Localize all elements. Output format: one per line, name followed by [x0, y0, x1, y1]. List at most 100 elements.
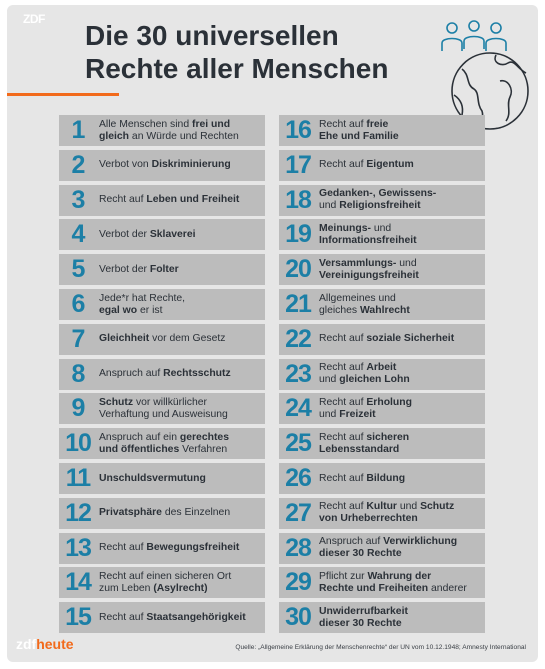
right-item: 20Versammlungs- und Vereinigungsfreiheit	[279, 254, 485, 285]
right-item: 10Anspruch auf ein gerechtes und öffentl…	[59, 428, 265, 459]
right-number: 29	[279, 568, 317, 597]
right-number: 20	[279, 255, 317, 284]
right-text: Recht auf soziale Sicherheit	[317, 333, 454, 345]
right-item: 8Anspruch auf Rechtsschutz	[59, 359, 265, 390]
right-item: 1Alle Menschen sind frei und gleich an W…	[59, 115, 265, 146]
right-text: Verbot von Diskriminierung	[97, 159, 231, 171]
logo-prefix: zdf	[16, 636, 36, 652]
right-text: Recht auf sicheren Lebensstandard	[317, 432, 409, 456]
right-text: Privatsphäre des Einzelnen	[97, 507, 230, 519]
right-text-part: Recht auf	[319, 432, 366, 443]
right-text-bold: Wahlrecht	[360, 305, 410, 316]
right-text-bold: Lebensstandard	[319, 444, 399, 455]
right-text-bold: Diskriminierung	[152, 159, 231, 170]
right-text-bold: gleich	[99, 131, 129, 142]
right-text: Recht auf Erholung und Freizeit	[317, 397, 412, 421]
right-item: 14Recht auf einen sicheren Ort zum Leben…	[59, 567, 265, 598]
right-text-part: Anspruch auf	[99, 368, 163, 379]
right-text: Verbot der Folter	[97, 264, 179, 276]
right-item: 7Gleichheit vor dem Gesetz	[59, 324, 265, 355]
right-item: 3Recht auf Leben und Freiheit	[59, 185, 265, 216]
right-item: 19Meinungs- und Informationsfreiheit	[279, 219, 485, 250]
right-number: 28	[279, 534, 317, 563]
right-number: 23	[279, 360, 317, 389]
right-text: Anspruch auf Rechtsschutz	[97, 368, 231, 380]
right-number: 15	[59, 603, 97, 632]
rights-grid: 1Alle Menschen sind frei und gleich an W…	[59, 115, 485, 634]
right-number: 10	[59, 429, 97, 458]
right-text-bold: Bewegungsfreiheit	[146, 542, 239, 553]
right-number: 24	[279, 394, 317, 423]
right-text-bold: freie	[366, 119, 388, 130]
right-item: 30Unwiderrufbarkeit dieser 30 Rechte	[279, 602, 485, 633]
right-text-bold: Gleichheit	[99, 333, 149, 344]
right-text-part: vor dem Gesetz	[149, 333, 225, 344]
zdfheute-logo: zdfheute	[16, 636, 74, 652]
right-text-part: Jede*r hat Rechte,	[99, 293, 185, 304]
right-text-part: Recht auf	[99, 542, 146, 553]
right-text-part: Recht auf	[319, 159, 366, 170]
right-item: 12Privatsphäre des Einzelnen	[59, 498, 265, 529]
right-text: Recht auf Leben und Freiheit	[97, 194, 239, 206]
title-line-1: Die 30 universellen	[85, 19, 388, 52]
right-text-part: des Einzelnen	[162, 507, 230, 518]
right-text-bold: soziale Sicherheit	[366, 333, 454, 344]
right-text-part: er ist	[137, 305, 162, 316]
right-text-part: Verbot von	[99, 159, 152, 170]
right-text: Unwiderrufbarkeit dieser 30 Rechte	[317, 606, 408, 630]
right-item: 5Verbot der Folter	[59, 254, 265, 285]
right-text-part: Recht auf	[319, 333, 366, 344]
right-text-bold: Meinungs-	[319, 223, 371, 234]
right-item: 13Recht auf Bewegungsfreiheit	[59, 533, 265, 564]
right-item: 6Jede*r hat Rechte, egal wo er ist	[59, 289, 265, 320]
right-item: 2Verbot von Diskriminierung	[59, 150, 265, 181]
right-text-bold: Leben und Freiheit	[146, 194, 239, 205]
right-text-bold: egal wo	[99, 305, 137, 316]
right-text-bold: frei und	[192, 119, 230, 130]
right-text-part: Recht auf	[319, 501, 366, 512]
title-line-2: Rechte aller Menschen	[85, 52, 388, 85]
right-number: 11	[59, 464, 97, 493]
right-text-part: und	[319, 409, 339, 420]
right-text-bold: Rechtsschutz	[163, 368, 231, 379]
right-text: Jede*r hat Rechte, egal wo er ist	[97, 293, 185, 317]
right-number: 4	[59, 220, 97, 249]
right-text-bold: Arbeit	[366, 362, 396, 373]
right-number: 21	[279, 290, 317, 319]
right-item: 25Recht auf sicheren Lebensstandard	[279, 428, 485, 459]
right-text-bold: dieser 30 Rechte	[319, 548, 402, 559]
right-item: 28Anspruch auf Verwirklichung dieser 30 …	[279, 533, 485, 564]
right-text-bold: Informationsfreiheit	[319, 235, 417, 246]
right-item: 22Recht auf soziale Sicherheit	[279, 324, 485, 355]
right-text-bold: Eigentum	[366, 159, 413, 170]
right-number: 19	[279, 220, 317, 249]
right-number: 7	[59, 325, 97, 354]
right-text-bold: Staatsangehörigkeit	[146, 612, 245, 623]
right-text: Verbot der Sklaverei	[97, 229, 196, 241]
right-text-part: Recht auf	[319, 473, 366, 484]
logo-suffix: heute	[36, 636, 73, 652]
right-item: 9Schutz vor willkürlicher Verhaftung und…	[59, 393, 265, 424]
right-text-part: und	[396, 258, 416, 269]
right-item: 15Recht auf Staatsangehörigkeit	[59, 602, 265, 633]
right-text-bold: Schutz	[99, 397, 133, 408]
right-item: 11Unschuldsvermutung	[59, 463, 265, 494]
right-number: 1	[59, 116, 97, 145]
right-number: 9	[59, 394, 97, 423]
right-item: 27Recht auf Kultur und Schutz von Urhebe…	[279, 498, 485, 529]
right-text: Recht auf einen sicheren Ort zum Leben (…	[97, 571, 231, 595]
right-text: Anspruch auf ein gerechtes und öffentlic…	[97, 432, 229, 456]
right-text: Unschuldsvermutung	[97, 473, 206, 485]
right-text: Meinungs- und Informationsfreiheit	[317, 223, 417, 247]
right-text-part: Recht auf	[319, 119, 366, 130]
right-item: 21Allgemeines und gleiches Wahlrecht	[279, 289, 485, 320]
right-number: 22	[279, 325, 317, 354]
infographic-card: ZDF Die 30 universellen Rechte aller Men…	[7, 5, 538, 662]
right-text: Pflicht zur Wahrung der Rechte und Freih…	[317, 571, 467, 595]
page-title: Die 30 universellen Rechte aller Mensche…	[85, 19, 388, 85]
right-number: 3	[59, 186, 97, 215]
right-number: 8	[59, 360, 97, 389]
right-text: Gleichheit vor dem Gesetz	[97, 333, 225, 345]
right-text-part: Recht auf	[319, 362, 366, 373]
right-text-part: Anspruch auf	[319, 536, 383, 547]
